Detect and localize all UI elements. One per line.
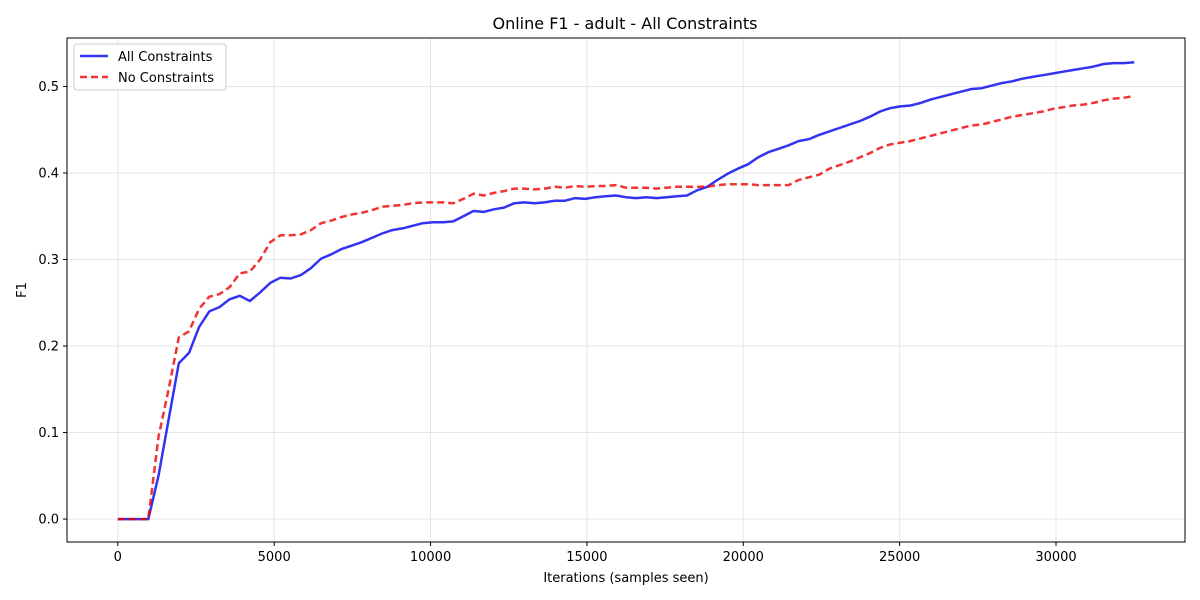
y-tick-label: 0.5 — [38, 80, 59, 95]
x-tick-label: 20000 — [723, 550, 764, 565]
series-line-no-constraints — [117, 94, 1135, 521]
x-tick-label: 30000 — [1035, 550, 1076, 565]
y-axis-title: F1 — [15, 282, 30, 298]
grid — [67, 38, 1185, 542]
x-axis-title: Iterations (samples seen) — [543, 571, 708, 586]
x-tick-label: 15000 — [566, 550, 607, 565]
chart-title: Online F1 - adult - All Constraints — [493, 14, 758, 33]
series-line-all-constraints — [117, 60, 1135, 521]
legend: All Constraints No Constraints — [73, 43, 227, 91]
y-tick-label: 0.0 — [38, 513, 59, 528]
plot-frame — [66, 37, 1186, 543]
y-tick-label: 0.4 — [38, 166, 59, 181]
legend-label-all-constraints: All Constraints — [118, 50, 213, 65]
legend-label-no-constraints: No Constraints — [118, 71, 214, 86]
legend-box — [73, 43, 227, 91]
x-tick-label: 0 — [114, 550, 122, 565]
series-layer — [117, 60, 1135, 521]
y-tick-label: 0.3 — [38, 253, 59, 268]
axis-ticks: 0 5000 10000 15000 20000 25000 30000 0.0 0.1 0.2 0… — [38, 80, 1076, 565]
y-tick-label: 0.1 — [38, 426, 59, 441]
x-tick-label: 25000 — [879, 550, 920, 565]
x-tick-label: 5000 — [258, 550, 291, 565]
y-tick-label: 0.2 — [38, 340, 59, 355]
x-tick-label: 10000 — [410, 550, 451, 565]
